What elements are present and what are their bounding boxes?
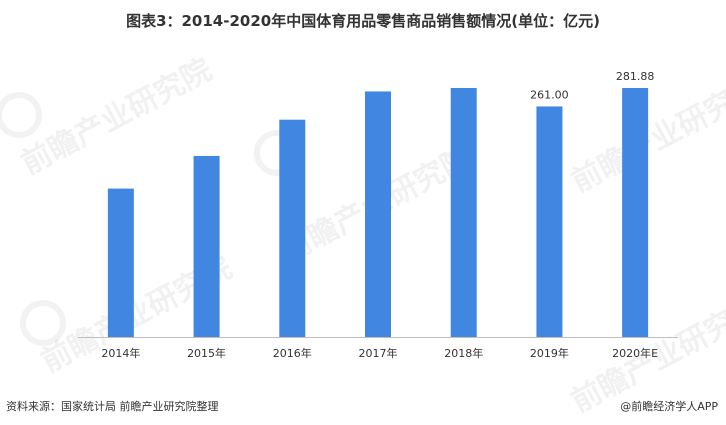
bars-group xyxy=(107,88,649,337)
data-labels-group: 261.00 281.88 xyxy=(530,70,654,101)
credit-note: @前瞻经济学人APP xyxy=(620,400,718,413)
x-tick-label: 2020年E xyxy=(612,346,658,360)
x-tick-label: 2017年 xyxy=(359,346,398,360)
x-tick-label: 2019年 xyxy=(530,346,569,360)
bar-2014年 xyxy=(107,188,134,337)
x-tick-label: 2018年 xyxy=(444,346,483,360)
watermark-logo-icon xyxy=(20,300,66,346)
bar-2019年 xyxy=(536,106,563,337)
data-label: 261.00 xyxy=(530,88,569,101)
data-label: 281.88 xyxy=(616,70,655,83)
bar-2016年 xyxy=(279,119,306,337)
x-tick-labels-group: 2014年 2015年 2016年 2017年 2018年 2019年 2020年E xyxy=(101,346,658,360)
x-tick-label: 2015年 xyxy=(187,346,226,360)
bar-2017年 xyxy=(365,91,391,337)
source-note: 资料来源：国家统计局 前瞻产业研究院整理 xyxy=(6,400,219,413)
chart-title: 图表3：2014-2020年中国体育用品零售商品销售额情况(单位：亿元) xyxy=(126,12,600,30)
x-tick-label: 2014年 xyxy=(101,346,140,360)
bar-2015年 xyxy=(193,155,220,337)
x-tick-label: 2016年 xyxy=(273,346,312,360)
watermark-logo-icon xyxy=(0,92,42,138)
bar-2020年E xyxy=(622,88,649,337)
bar-2018年 xyxy=(450,88,477,337)
